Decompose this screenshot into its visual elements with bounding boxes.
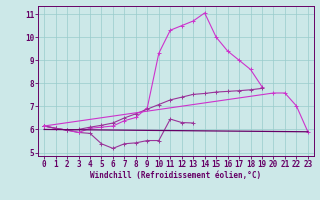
X-axis label: Windchill (Refroidissement éolien,°C): Windchill (Refroidissement éolien,°C) — [91, 171, 261, 180]
